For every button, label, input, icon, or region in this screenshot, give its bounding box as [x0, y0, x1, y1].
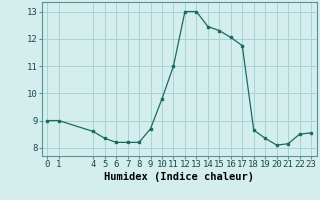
X-axis label: Humidex (Indice chaleur): Humidex (Indice chaleur)	[104, 172, 254, 182]
